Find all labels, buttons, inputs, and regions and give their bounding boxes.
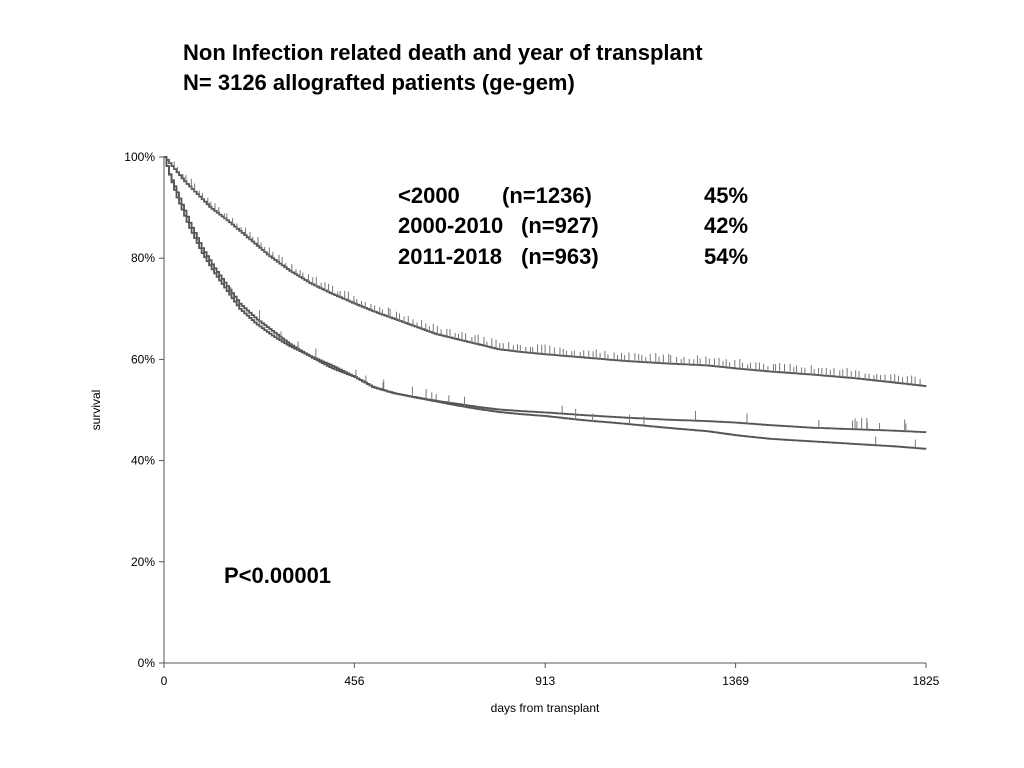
censor-marks-1 xyxy=(230,286,916,449)
censor-marks-2 xyxy=(169,158,921,386)
legend-period-2: 2011-2018 xyxy=(398,244,502,269)
chart-subtitle: N= 3126 allografted patients (ge-gem) xyxy=(183,70,575,95)
legend-n-2: (n=963) xyxy=(521,244,599,269)
legend-survival-2: 54% xyxy=(704,244,748,269)
x-tick-label: 1369 xyxy=(722,674,749,688)
x-tick-label: 913 xyxy=(535,674,555,688)
x-ticks: 0 456 913 1369 1825 xyxy=(161,663,940,688)
x-tick-label: 456 xyxy=(344,674,364,688)
y-ticks: 0% 20% 40% 60% 80% 100% xyxy=(124,150,164,670)
y-tick-label: 60% xyxy=(131,352,155,366)
legend-n-1: (n=927) xyxy=(521,213,599,238)
y-tick-label: 20% xyxy=(131,555,155,569)
legend-n-0: (n=1236) xyxy=(502,183,592,208)
x-axis-label: days from transplant xyxy=(491,701,600,715)
p-value-annotation: P<0.00001 xyxy=(224,563,331,588)
y-tick-label: 80% xyxy=(131,251,155,265)
legend: <2000 (n=1236) 45% 2000-2010 (n=927) 42%… xyxy=(398,183,748,269)
legend-survival-0: 45% xyxy=(704,183,748,208)
x-tick-label: 1825 xyxy=(913,674,940,688)
y-tick-label: 0% xyxy=(138,656,156,670)
legend-survival-1: 42% xyxy=(704,213,748,238)
chart-title: Non Infection related death and year of … xyxy=(183,40,703,65)
legend-period-1: 2000-2010 xyxy=(398,213,503,238)
legend-period-0: <2000 xyxy=(398,183,460,208)
y-tick-label: 40% xyxy=(131,454,155,468)
x-tick-label: 0 xyxy=(161,674,168,688)
y-axis-label: survival xyxy=(89,390,103,431)
series-group xyxy=(164,156,927,450)
series-line-0 xyxy=(164,156,927,434)
series-line-1 xyxy=(164,156,927,450)
chart-title-block: Non Infection related death and year of … xyxy=(183,38,703,98)
y-tick-label: 100% xyxy=(124,150,155,164)
